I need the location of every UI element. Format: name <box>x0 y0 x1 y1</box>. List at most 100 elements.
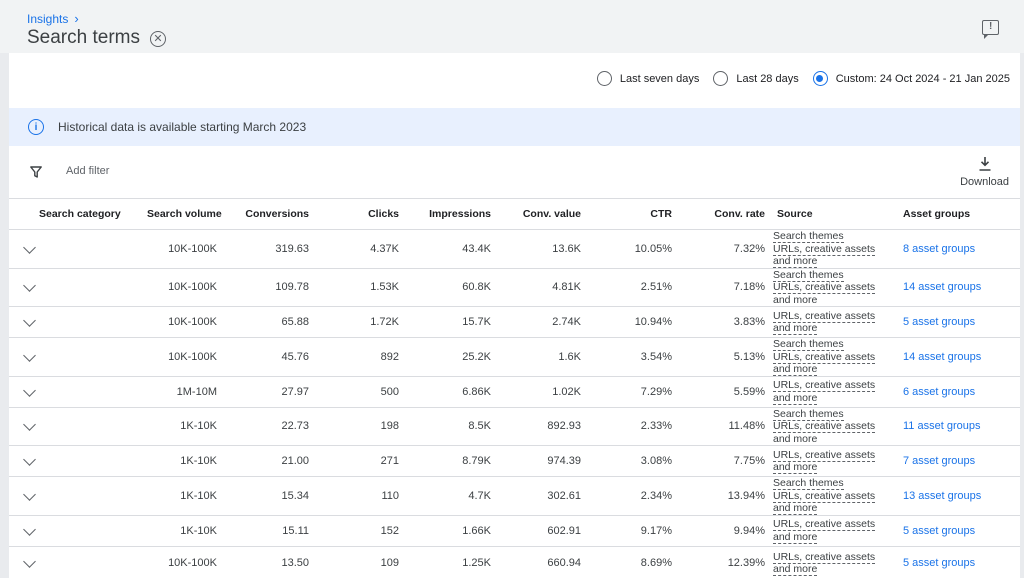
table-row[interactable]: 10K-100K 65.88 1.72K 15.7K 2.74K 10.94% 3.83% U… <box>9 306 1020 338</box>
breadcrumb[interactable]: Insights › <box>27 11 79 26</box>
search-volume-cell: 1M-10M <box>139 376 225 408</box>
column-header-clicks[interactable]: Clicks <box>317 198 407 230</box>
conversions-cell: 27.97 <box>225 376 317 408</box>
chevron-down-icon[interactable] <box>23 240 36 254</box>
source-line[interactable]: and more <box>773 293 818 306</box>
source-line[interactable]: URLs, creative assets <box>773 518 876 531</box>
source-line[interactable]: and more <box>773 322 818 335</box>
source-line[interactable]: and more <box>773 432 818 445</box>
source-line[interactable]: and more <box>773 563 818 576</box>
ctr-cell: 9.17% <box>589 515 680 547</box>
source-line[interactable]: URLs, creative assets <box>773 448 876 462</box>
source-line[interactable]: Search themes <box>773 477 844 490</box>
chevron-down-icon[interactable] <box>23 383 36 397</box>
conv-value-cell: 602.91 <box>499 515 589 547</box>
source-cell: URLs, creative assets and more <box>773 546 886 578</box>
search-category-cell <box>9 407 139 446</box>
column-header-conversions[interactable]: Conversions <box>225 198 317 230</box>
conversions-cell: 109.78 <box>225 268 317 307</box>
source-cell: Search themes URLs, creative assets and mo… <box>773 337 886 377</box>
radio-button[interactable] <box>596 71 612 86</box>
feedback-icon[interactable]: ! <box>982 20 999 39</box>
asset-groups-link[interactable]: 11 asset groups <box>903 420 981 433</box>
source-line[interactable]: URLs, creative assets <box>773 350 876 364</box>
column-header-search-volume[interactable]: Search volume <box>139 198 225 230</box>
source-line[interactable]: and more <box>773 530 818 544</box>
source-line[interactable]: URLs, creative assets <box>773 420 876 433</box>
clicks-cell: 4.37K <box>317 229 407 269</box>
conv-rate-cell: 13.94% <box>680 476 773 516</box>
source-line[interactable]: and more <box>773 363 818 376</box>
breadcrumb-insights-link[interactable]: Insights <box>27 11 69 26</box>
column-header-conv-rate[interactable]: Conv. rate <box>680 198 773 230</box>
source-line[interactable]: and more <box>773 461 818 474</box>
source-line[interactable]: URLs, creative assets <box>773 550 876 564</box>
table-row[interactable]: 10K-100K 13.50 109 1.25K 660.94 8.69% 12.39% UR… <box>9 546 1020 578</box>
search-terms-table: Search category Search volume Conversion… <box>9 198 1020 578</box>
source-line[interactable]: and more <box>773 502 818 515</box>
ctr-cell: 10.94% <box>589 306 680 338</box>
asset-groups-link[interactable]: 5 asset groups <box>903 524 976 537</box>
asset-groups-link[interactable]: 5 asset groups <box>903 316 976 328</box>
search-category-cell <box>9 376 139 408</box>
column-header-search-category[interactable]: Search category <box>9 198 139 230</box>
range-option-last-28-days[interactable]: Last 28 days <box>713 71 799 86</box>
column-header-impressions[interactable]: Impressions <box>407 198 499 230</box>
asset-groups-link[interactable]: 6 asset groups <box>903 385 976 398</box>
range-option-custom[interactable]: Custom: 24 Oct 2024 - 21 Jan 2025 <box>812 71 1010 86</box>
source-line[interactable]: Search themes <box>773 268 844 282</box>
source-line[interactable]: URLs, creative assets <box>773 379 876 392</box>
conv-rate-cell: 9.94% <box>680 515 773 547</box>
asset-groups-link[interactable]: 14 asset groups <box>903 350 982 363</box>
table-row[interactable]: 1K-10K 15.11 152 1.66K 602.91 9.17% 9.94% URLs,… <box>9 515 1020 547</box>
table-row[interactable]: 10K-100K 319.63 4.37K 43.4K 13.6K 10.05% 7.32%… <box>9 229 1020 269</box>
source-line[interactable]: and more <box>773 255 818 268</box>
chevron-down-icon[interactable] <box>23 453 36 466</box>
table-row[interactable]: 1M-10M 27.97 500 6.86K 1.02K 7.29% 5.59% URLs, … <box>9 376 1020 408</box>
chevron-down-icon[interactable] <box>23 314 36 327</box>
radio-button-selected[interactable] <box>812 71 828 86</box>
asset-groups-link[interactable]: 8 asset groups <box>903 242 976 255</box>
asset-groups-link[interactable]: 14 asset groups <box>903 281 982 294</box>
conv-rate-cell: 7.32% <box>680 229 773 269</box>
table-row[interactable]: 1K-10K 21.00 271 8.79K 974.39 3.08% 7.75% URLs,… <box>9 445 1020 477</box>
conversions-cell: 319.63 <box>225 229 317 269</box>
source-line[interactable]: URLs, creative assets <box>773 242 876 256</box>
source-line[interactable]: URLs, creative assets <box>773 281 876 294</box>
filter-icon[interactable] <box>30 166 42 178</box>
column-header-ctr[interactable]: CTR <box>589 198 680 230</box>
chevron-down-icon[interactable] <box>23 348 36 362</box>
table-row[interactable]: 1K-10K 22.73 198 8.5K 892.93 2.33% 11.48% Searc… <box>9 407 1020 446</box>
chevron-down-icon[interactable] <box>23 418 36 432</box>
asset-groups-link[interactable]: 5 asset groups <box>903 557 976 569</box>
range-option-label: Last seven days <box>619 72 700 85</box>
table-row[interactable]: 10K-100K 45.76 892 25.2K 1.6K 3.54% 5.13% Searc… <box>9 337 1020 377</box>
table-row[interactable]: 10K-100K 109.78 1.53K 60.8K 4.81K 2.51% 7.18% S… <box>9 268 1020 307</box>
asset-groups-link[interactable]: 13 asset groups <box>903 489 982 502</box>
table-row[interactable]: 1K-10K 15.34 110 4.7K 302.61 2.34% 13.94% Searc… <box>9 476 1020 516</box>
column-header-asset-groups: Asset groups <box>886 198 1020 230</box>
column-header-conv-value[interactable]: Conv. value <box>499 198 589 230</box>
add-filter-button[interactable]: Add filter <box>66 165 110 177</box>
impressions-cell: 6.86K <box>407 376 499 408</box>
search-volume-cell: 10K-100K <box>139 337 225 377</box>
source-line[interactable]: and more <box>773 391 818 405</box>
chevron-down-icon[interactable] <box>23 522 36 536</box>
source-line[interactable]: Search themes <box>773 338 844 351</box>
source-line[interactable]: URLs, creative assets <box>773 489 876 503</box>
search-category-cell <box>9 337 139 377</box>
chevron-down-icon[interactable] <box>23 555 36 568</box>
chevron-down-icon[interactable] <box>23 279 36 293</box>
source-line[interactable]: Search themes <box>773 407 844 421</box>
download-button[interactable]: Download <box>960 156 1009 188</box>
chevron-down-icon[interactable] <box>23 487 36 501</box>
range-option-last-seven-days[interactable]: Last seven days <box>596 71 700 86</box>
asset-groups-link[interactable]: 7 asset groups <box>903 455 976 467</box>
radio-button[interactable] <box>713 71 729 86</box>
source-line[interactable]: Search themes <box>773 230 844 243</box>
search-category-cell <box>9 229 139 269</box>
close-circle-icon[interactable]: ✕ <box>149 31 166 47</box>
source-line[interactable]: URLs, creative assets <box>773 309 876 323</box>
date-range-selector: Last seven days Last 28 days Custom: 24 … <box>596 71 1010 86</box>
search-volume-cell: 10K-100K <box>139 306 225 338</box>
